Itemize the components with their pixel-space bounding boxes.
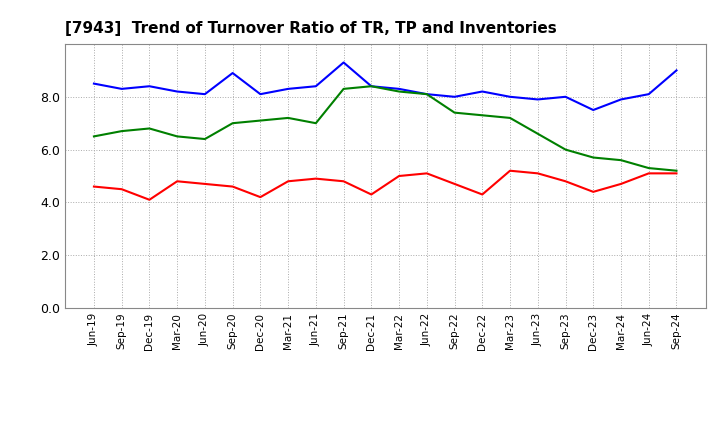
Inventories bbox=[201, 136, 210, 142]
Trade Receivables bbox=[312, 176, 320, 181]
Trade Payables bbox=[534, 97, 542, 102]
Trade Payables bbox=[89, 81, 98, 86]
Trade Payables bbox=[367, 84, 376, 89]
Trade Payables bbox=[589, 107, 598, 113]
Trade Payables bbox=[505, 94, 514, 99]
Trade Payables bbox=[228, 70, 237, 76]
Text: [7943]  Trend of Turnover Ratio of TR, TP and Inventories: [7943] Trend of Turnover Ratio of TR, TP… bbox=[65, 21, 557, 36]
Trade Payables bbox=[256, 92, 265, 97]
Trade Payables bbox=[312, 84, 320, 89]
Inventories bbox=[312, 121, 320, 126]
Line: Inventories: Inventories bbox=[94, 86, 677, 171]
Inventories bbox=[561, 147, 570, 152]
Trade Payables bbox=[423, 92, 431, 97]
Trade Receivables bbox=[145, 197, 154, 202]
Trade Receivables bbox=[89, 184, 98, 189]
Inventories bbox=[117, 128, 126, 134]
Trade Receivables bbox=[534, 171, 542, 176]
Inventories bbox=[228, 121, 237, 126]
Inventories bbox=[478, 113, 487, 118]
Trade Receivables bbox=[450, 181, 459, 187]
Trade Receivables bbox=[228, 184, 237, 189]
Trade Payables bbox=[284, 86, 292, 92]
Line: Trade Receivables: Trade Receivables bbox=[94, 171, 677, 200]
Trade Payables bbox=[339, 60, 348, 65]
Trade Payables bbox=[616, 97, 625, 102]
Trade Receivables bbox=[117, 187, 126, 192]
Trade Payables bbox=[117, 86, 126, 92]
Trade Receivables bbox=[505, 168, 514, 173]
Inventories bbox=[395, 89, 403, 94]
Trade Receivables bbox=[672, 171, 681, 176]
Trade Receivables bbox=[561, 179, 570, 184]
Trade Payables bbox=[478, 89, 487, 94]
Inventories bbox=[173, 134, 181, 139]
Inventories bbox=[534, 131, 542, 136]
Trade Payables bbox=[173, 89, 181, 94]
Trade Receivables bbox=[478, 192, 487, 197]
Trade Receivables bbox=[284, 179, 292, 184]
Trade Receivables bbox=[616, 181, 625, 187]
Trade Receivables bbox=[644, 171, 653, 176]
Trade Receivables bbox=[367, 192, 376, 197]
Inventories bbox=[89, 134, 98, 139]
Inventories bbox=[339, 86, 348, 92]
Trade Payables bbox=[561, 94, 570, 99]
Inventories bbox=[616, 158, 625, 163]
Trade Receivables bbox=[256, 194, 265, 200]
Inventories bbox=[367, 84, 376, 89]
Inventories bbox=[505, 115, 514, 121]
Trade Payables bbox=[201, 92, 210, 97]
Inventories bbox=[256, 118, 265, 123]
Trade Payables bbox=[395, 86, 403, 92]
Inventories bbox=[145, 126, 154, 131]
Inventories bbox=[284, 115, 292, 121]
Inventories bbox=[589, 155, 598, 160]
Trade Payables bbox=[450, 94, 459, 99]
Inventories bbox=[423, 92, 431, 97]
Trade Receivables bbox=[339, 179, 348, 184]
Trade Receivables bbox=[395, 173, 403, 179]
Trade Receivables bbox=[201, 181, 210, 187]
Trade Payables bbox=[145, 84, 154, 89]
Inventories bbox=[644, 165, 653, 171]
Line: Trade Payables: Trade Payables bbox=[94, 62, 677, 110]
Trade Payables bbox=[672, 68, 681, 73]
Inventories bbox=[450, 110, 459, 115]
Trade Payables bbox=[644, 92, 653, 97]
Trade Receivables bbox=[423, 171, 431, 176]
Inventories bbox=[672, 168, 681, 173]
Trade Receivables bbox=[589, 189, 598, 194]
Trade Receivables bbox=[173, 179, 181, 184]
